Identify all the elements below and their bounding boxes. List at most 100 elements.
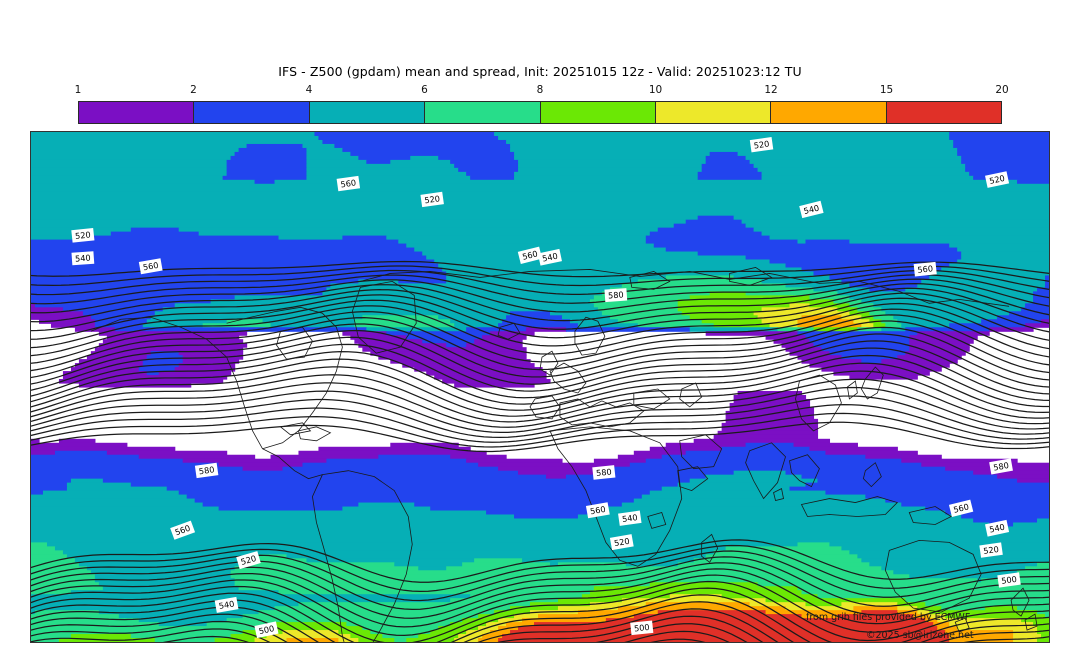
- contour-label: 580: [592, 465, 616, 480]
- contour-label: 540: [214, 596, 239, 613]
- svg-text:500: 500: [258, 623, 275, 636]
- coastline-segment: [351, 280, 417, 354]
- svg-text:580: 580: [198, 464, 215, 476]
- contour-line: [31, 568, 1049, 628]
- coastline-segment: [884, 539, 982, 613]
- contour-label: 560: [138, 258, 163, 275]
- contour-line: [31, 287, 1049, 332]
- svg-text:540: 540: [988, 522, 1005, 535]
- colorbar-tick-labels: 1 2 4 6 8 10 12 15 20: [74, 84, 1009, 100]
- contour-label: 540: [618, 510, 642, 526]
- colorbar-band-8-10: [540, 102, 656, 123]
- contour-label: 500: [254, 621, 279, 639]
- svg-text:520: 520: [988, 173, 1005, 186]
- coastline-segment: [629, 271, 671, 290]
- contour-label: 580: [989, 458, 1013, 475]
- coastline-segment: [497, 322, 521, 340]
- coastline-segment: [647, 512, 667, 529]
- coastline-segment: [908, 506, 953, 525]
- contour-line: [31, 601, 1049, 642]
- height-contours: [31, 260, 1049, 642]
- svg-text:540: 540: [803, 203, 821, 216]
- contour-line: [31, 378, 1049, 428]
- contour-line: [31, 308, 1049, 364]
- svg-text:540: 540: [541, 251, 558, 264]
- svg-text:520: 520: [424, 193, 441, 205]
- coastline-segment: [954, 617, 970, 633]
- svg-text:560: 560: [142, 260, 159, 273]
- contour-line: [31, 326, 1049, 385]
- coastline-segment: [297, 426, 332, 442]
- coastline-segment: [862, 462, 882, 488]
- colorbar-tick-12: 12: [764, 84, 778, 96]
- contour-label: 520: [609, 534, 634, 551]
- contour-line: [31, 556, 1049, 611]
- contour-label: 520: [749, 137, 774, 153]
- contour-line: [31, 574, 1049, 636]
- contour-label: 560: [336, 175, 361, 192]
- coastline-segment: [860, 366, 884, 400]
- contour-label: 500: [630, 620, 654, 636]
- svg-text:520: 520: [983, 544, 1000, 556]
- contour-line: [31, 594, 1049, 642]
- contour-line: [31, 404, 1049, 443]
- colorbar-tick-4: 4: [305, 84, 313, 96]
- contour-line: [31, 274, 1049, 305]
- contour-label: 520: [420, 191, 444, 208]
- coastline-segment: [729, 267, 773, 286]
- svg-text:560: 560: [174, 523, 192, 538]
- contour-line: [31, 587, 1049, 642]
- coastline-segment: [279, 422, 312, 436]
- coastline-segment: [789, 454, 820, 488]
- coastline-segment: [90, 316, 263, 449]
- colorbar-band-1-2: [79, 102, 195, 123]
- contour-line: [31, 302, 1049, 357]
- page-title: IFS - Z500 (gpdam) mean and spread, Init…: [278, 64, 802, 79]
- coastline-segment: [745, 442, 786, 500]
- contour-line: [31, 421, 1049, 453]
- contour-label: 580: [604, 288, 628, 303]
- coastline-segment: [633, 388, 671, 410]
- contour-line: [31, 580, 1049, 642]
- colorbar-band-4-6: [309, 102, 426, 123]
- colorbar-tick-6: 6: [421, 84, 428, 96]
- contour-line: [31, 386, 1049, 434]
- colorbar-band-2-4: [194, 102, 310, 123]
- contour-line: [162, 630, 730, 642]
- svg-text:580: 580: [992, 460, 1009, 473]
- contour-label: 540: [537, 248, 562, 266]
- coastline-segment: [1024, 613, 1038, 631]
- contour-label: 560: [948, 499, 974, 517]
- contour-line: [31, 292, 1049, 340]
- contour-line: [31, 370, 1049, 423]
- contour-line: [31, 265, 1049, 287]
- contour-line: [31, 395, 1049, 439]
- coastline-segment: [677, 466, 709, 492]
- colorbar: 1 2 4 6 8 10 12 15 20: [75, 84, 1009, 124]
- svg-text:580: 580: [608, 289, 624, 300]
- contour-line: [31, 269, 1049, 296]
- svg-text:560: 560: [521, 248, 539, 261]
- coastline-segment: [312, 470, 413, 642]
- contour-label: 560: [517, 246, 543, 264]
- svg-text:560: 560: [917, 263, 934, 275]
- map-canvas: 5205405605205405605205405605205805605805…: [31, 132, 1049, 642]
- contour-line: [31, 278, 1049, 314]
- contour-line: [31, 340, 1049, 399]
- coastline-segment: [846, 380, 858, 400]
- colorbar-tick-1: 1: [74, 84, 82, 96]
- contour-line: [31, 333, 1049, 392]
- coastlines: [90, 267, 1038, 642]
- svg-text:580: 580: [596, 466, 613, 478]
- colorbar-tick-20: 20: [995, 84, 1009, 96]
- svg-text:540: 540: [218, 598, 235, 611]
- contour-line: [31, 354, 1049, 411]
- contour-line: [31, 539, 1049, 583]
- svg-text:520: 520: [240, 553, 258, 567]
- contour-line: [31, 544, 1049, 593]
- contour-line: [31, 282, 1049, 323]
- coastline-segment: [574, 316, 606, 356]
- colorbar-tick-8: 8: [536, 84, 544, 96]
- contour-label: 580: [194, 462, 219, 479]
- contour-label: 520: [985, 171, 1010, 188]
